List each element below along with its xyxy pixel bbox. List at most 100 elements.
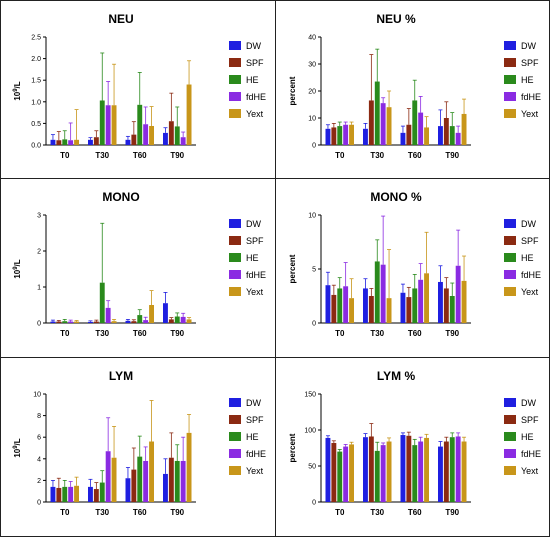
- legend-label-yext: Yext: [246, 287, 264, 297]
- legend-swatch-he: [504, 432, 516, 441]
- y-tick-label: 3: [37, 213, 41, 220]
- legend-label-dw: DW: [521, 219, 536, 229]
- bar-yext-t30: [386, 107, 392, 145]
- bar-fdhe-t30: [105, 105, 111, 145]
- bar-dw-t60: [125, 320, 131, 323]
- x-tick-label: T60: [133, 151, 147, 160]
- bar-he-t90: [174, 460, 180, 502]
- chart-title: MONO %: [370, 190, 422, 204]
- bar-spf-t60: [131, 321, 137, 323]
- y-tick-label: 30: [308, 62, 316, 69]
- legend-label-yext: Yext: [246, 109, 264, 119]
- bar-yext-t30: [111, 321, 117, 323]
- chart-panel-mono-pct: MONO % percent 0 5 10 T0 T30 T60 T90 DW SPF HE fdHE Y…: [275, 178, 550, 358]
- bar-spf-t60: [131, 134, 137, 145]
- legend-swatch-he: [504, 253, 516, 262]
- bar-fdhe-t60: [143, 320, 149, 323]
- x-tick-label: T0: [60, 508, 70, 517]
- bar-yext-t90: [186, 84, 192, 145]
- y-tick-label: 40: [308, 35, 316, 42]
- bar-dw-t90: [163, 473, 168, 502]
- bar-dw-t30: [88, 139, 93, 145]
- legend-label-he: HE: [246, 253, 259, 263]
- y-tick-label: 0.5: [31, 121, 41, 128]
- bar-fdhe-t60: [143, 460, 149, 502]
- bar-spf-t60: [131, 469, 137, 502]
- x-tick-label: T60: [133, 329, 147, 338]
- legend-swatch-yext: [504, 287, 516, 296]
- bar-yext-t0: [74, 485, 79, 502]
- bar-yext-t90: [461, 280, 467, 323]
- y-tick-label: 4: [37, 456, 41, 463]
- legend-label-spf: SPF: [246, 236, 264, 246]
- chart-svg-neu: NEU 109/L 0.0 0.5 1.0 1.5 2.0 2.5 T0 T30 T60 T90 DW S…: [13, 12, 266, 160]
- bar-spf-t60: [406, 435, 412, 502]
- x-tick-label: T30: [370, 508, 384, 517]
- legend-swatch-he: [229, 75, 241, 84]
- bar-fdhe-t90: [455, 265, 461, 323]
- bar-dw-t90: [438, 446, 443, 502]
- bar-he-t90: [174, 316, 180, 323]
- legend-swatch-spf: [229, 415, 241, 424]
- legend-label-he: HE: [246, 75, 259, 85]
- y-tick-label: 0: [312, 500, 316, 507]
- bar-he-t90: [449, 126, 455, 145]
- legend-label-he: HE: [521, 253, 534, 263]
- chart-title: LYM %: [377, 369, 416, 383]
- y-tick-label: 0: [312, 143, 316, 150]
- x-tick-label: T90: [445, 508, 459, 517]
- bar-dw-t30: [88, 486, 93, 502]
- bar-dw-t0: [325, 437, 331, 502]
- bar-spf-t0: [56, 487, 62, 502]
- legend-label-yext: Yext: [521, 287, 539, 297]
- bar-fdhe-t90: [455, 132, 461, 145]
- bar-spf-t30: [93, 321, 99, 323]
- bar-dw-t0: [325, 285, 331, 323]
- y-tick-label: 2.5: [31, 35, 41, 42]
- x-tick-label: T90: [445, 329, 459, 338]
- y-tick-label: 1.0: [31, 99, 41, 106]
- legend-label-spf: SPF: [521, 415, 539, 425]
- x-tick-label: T30: [95, 508, 109, 517]
- bar-yext-t30: [386, 441, 392, 502]
- bar-yext-t60: [424, 127, 429, 145]
- legend-swatch-dw: [229, 219, 241, 228]
- y-tick-label: 0: [37, 321, 41, 328]
- chart-panel-lym: LYM 109/L 0 2 4 6 8 10 T0 T30 T60 T90 DW SPF HE fdHE Yex…: [0, 357, 276, 537]
- legend-label-yext: Yext: [521, 109, 539, 119]
- y-axis-label: percent: [288, 254, 297, 283]
- legend-swatch-dw: [229, 398, 241, 407]
- bar-spf-t90: [168, 319, 174, 323]
- bar-fdhe-t30: [105, 451, 111, 502]
- bar-spf-t90: [443, 441, 449, 502]
- bar-he-t0: [62, 486, 68, 502]
- bar-he-t30: [99, 482, 105, 502]
- y-axis-label: 109/L: [13, 81, 22, 100]
- bar-fdhe-t0: [343, 446, 349, 502]
- bar-yext-t0: [349, 298, 354, 323]
- y-tick-label: 8: [37, 413, 41, 420]
- legend-label-dw: DW: [521, 398, 536, 408]
- bar-dw-t0: [50, 321, 56, 323]
- legend-label-yext: Yext: [521, 466, 539, 476]
- bar-fdhe-t0: [68, 486, 74, 502]
- chart-svg-mono: MONO 109/L 0 1 2 3 T0 T30 T60 T90 DW SPF HE fdHE Yext: [13, 190, 266, 338]
- bar-he-t90: [174, 126, 180, 145]
- bar-he-t90: [449, 296, 455, 323]
- bar-spf-t60: [406, 297, 412, 323]
- bar-he-t0: [337, 126, 343, 145]
- bar-fdhe-t60: [418, 112, 424, 145]
- bar-spf-t0: [331, 442, 337, 502]
- x-tick-label: T30: [370, 329, 384, 338]
- y-tick-label: 20: [308, 89, 316, 96]
- bar-dw-t30: [363, 128, 368, 145]
- bar-spf-t0: [56, 321, 62, 323]
- y-tick-label: 10: [308, 116, 316, 123]
- bar-he-t60: [412, 288, 418, 323]
- bar-yext-t0: [74, 321, 79, 323]
- bar-yext-t60: [149, 305, 154, 323]
- y-tick-label: 10: [33, 392, 41, 399]
- x-tick-label: T90: [170, 329, 184, 338]
- legend-swatch-yext: [229, 109, 241, 118]
